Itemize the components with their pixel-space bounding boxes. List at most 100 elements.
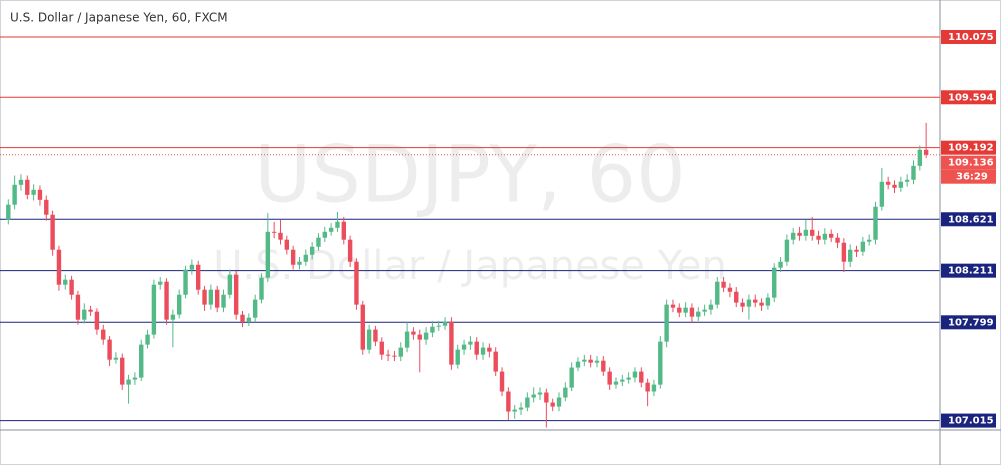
candle-body [607,371,612,385]
candle-body [120,357,125,385]
level-label: 109.192 [948,143,994,154]
candle-body [139,344,144,378]
candle-body [214,289,220,308]
candle-body [436,325,441,327]
candle-body [430,326,435,333]
candle-body [708,304,714,310]
candle-body [702,309,707,312]
candle-body [791,232,796,240]
candle-body [246,317,252,322]
candle-body [398,347,403,357]
candle-body [94,311,100,330]
candle-body [366,329,372,350]
candle-body [639,371,644,383]
candle-body [316,237,321,247]
candle-body [82,309,87,320]
candle-body [63,279,68,285]
candle-body [164,281,169,320]
level-label: 109.594 [948,92,994,103]
candle-body [923,149,929,155]
candle-body [727,287,733,292]
candle-body [632,371,638,378]
candle-body [613,381,619,385]
candle-body [892,184,897,188]
candle-body [474,341,479,355]
candle-body [183,269,188,295]
candle-body [658,341,663,385]
level-label-box [941,140,996,155]
chart-title: U.S. Dollar / Japanese Yen, 60, FXCM [10,11,228,25]
candle-body [18,179,24,185]
candle-body [151,284,157,335]
candle-body [69,279,74,295]
candle-body [322,231,327,238]
candle-body [898,181,904,188]
candle-body [904,179,910,182]
candle-body [341,221,346,240]
candle-body [645,382,650,392]
candle-body [544,392,549,403]
candle-body [385,354,391,356]
level-label: 107.799 [948,317,994,328]
candle-body [37,189,43,200]
candle-body [854,249,859,252]
candle-body [626,377,631,380]
last-price-box [941,155,996,170]
countdown-box [941,169,996,184]
candle-body [44,199,49,215]
level-label: 108.211 [948,266,994,277]
candle-body [233,274,239,315]
candle-body [772,267,777,298]
candle-body [601,360,606,372]
candle-body [860,241,866,252]
level-label-box [941,413,996,428]
candle-body [31,189,36,195]
candle-body [841,242,847,262]
candle-body [12,184,17,205]
candle-body [461,344,467,350]
candle-body [753,299,758,303]
candle-body [822,233,828,240]
candle-body [664,304,669,342]
candle-body [620,379,625,382]
candle-body [240,314,245,322]
candle-body [265,231,271,278]
watermark: USDJPY, 60 [254,130,685,220]
candle-body [284,239,290,250]
candle-body [797,232,802,236]
candle-body [404,331,410,348]
candle-body [575,361,581,368]
candle-body [468,341,473,345]
candle-body [56,249,62,285]
candle-body [594,360,600,363]
candle-body [689,307,695,317]
level-label: 107.015 [948,416,994,427]
candle-body [803,229,809,236]
candle-body [651,384,657,392]
candle-body [379,341,384,355]
candle-body [455,349,460,365]
candle-body [556,397,562,407]
level-label-box [941,90,996,105]
candle-body [873,206,878,240]
candle-body [221,294,226,308]
candle-body [227,274,233,295]
candle-body [132,377,138,380]
candle-body [252,299,258,318]
candle-body [480,347,486,355]
level-label-box [941,29,996,44]
candle-body [107,339,112,360]
candle-body [550,402,555,407]
candle-body [189,264,195,270]
candle-body [145,334,150,345]
candle-body [670,304,676,308]
candle-body [582,359,587,362]
candle-body [866,239,872,242]
candle-body [297,261,302,265]
candle-body [442,321,448,326]
candle-body [816,235,821,240]
candle-body [835,237,840,243]
candle-body [746,299,752,307]
candle-body [6,204,11,220]
